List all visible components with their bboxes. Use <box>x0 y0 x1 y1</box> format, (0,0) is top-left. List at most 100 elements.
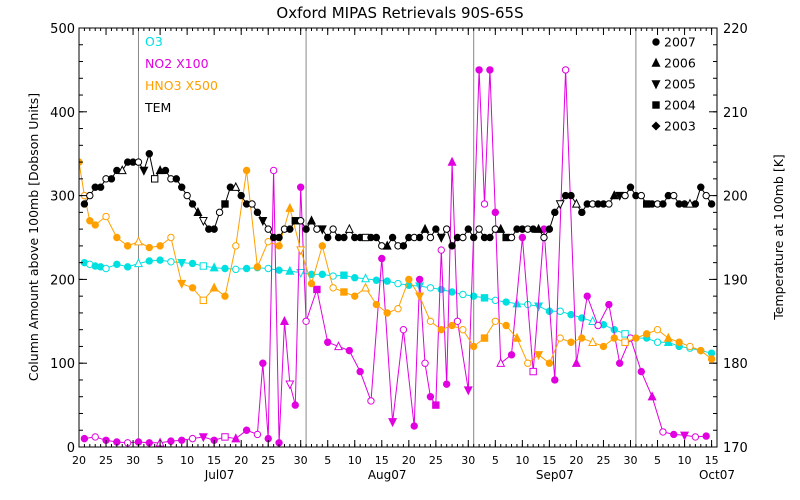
data-point <box>588 336 598 346</box>
data-point <box>351 274 359 282</box>
data-point <box>691 433 700 441</box>
data-point <box>621 330 629 338</box>
legend-year-label: 2007 <box>664 35 696 50</box>
axes: 0 100 200 300 400 500 170 180 190 200 210 220 20 25 30… <box>50 22 748 482</box>
data-point <box>361 273 371 283</box>
data-point <box>372 233 381 242</box>
data-point <box>605 200 613 208</box>
data-point <box>448 288 456 296</box>
data-point <box>534 223 544 233</box>
data-point <box>133 258 143 268</box>
data-point <box>410 422 418 430</box>
data-point <box>555 200 565 210</box>
data-point <box>609 190 619 200</box>
data-point <box>383 277 391 285</box>
y-tick-label-right: 200 <box>723 190 748 205</box>
data-point <box>285 380 295 390</box>
data-point <box>697 183 705 191</box>
x-tick-label: 30 <box>461 454 475 467</box>
data-point <box>659 428 667 436</box>
data-point <box>167 437 175 445</box>
data-point <box>134 158 143 166</box>
y-tick-label-left: 0 <box>67 441 75 456</box>
data-point <box>453 317 462 325</box>
data-point <box>583 292 591 300</box>
data-point <box>680 431 690 441</box>
data-point <box>540 233 548 242</box>
series-layer <box>79 66 716 447</box>
data-point <box>448 321 456 330</box>
data-point <box>172 175 181 183</box>
data-point <box>388 233 397 242</box>
data-point <box>437 325 445 334</box>
x-tick-label: 5 <box>324 454 331 467</box>
data-point <box>394 279 402 288</box>
data-point <box>496 223 506 233</box>
data-point <box>183 191 191 200</box>
data-point <box>318 242 327 250</box>
x-tick-label: 20 <box>72 454 86 467</box>
data-point <box>80 434 89 443</box>
data-point <box>356 367 364 376</box>
data-point <box>96 183 105 191</box>
data-point <box>378 254 386 263</box>
legend-marker <box>652 101 660 109</box>
x-month-label: Jul07 <box>204 468 235 482</box>
data-point <box>232 242 240 250</box>
data-point <box>113 233 121 242</box>
data-point <box>361 282 371 292</box>
x-tick-label: 25 <box>99 454 113 467</box>
data-point <box>594 321 602 330</box>
data-point <box>551 208 559 217</box>
data-point <box>221 200 229 208</box>
data-point <box>469 292 478 300</box>
data-point <box>588 315 598 325</box>
data-point <box>340 233 348 242</box>
series-hno3-x500 <box>79 158 716 367</box>
data-point <box>231 433 241 443</box>
data-point <box>399 242 408 250</box>
data-point <box>567 338 575 346</box>
data-point <box>571 198 581 208</box>
series-line <box>83 151 713 248</box>
legend-year-label: 2006 <box>664 56 696 71</box>
data-point <box>459 290 467 299</box>
data-point <box>177 279 187 289</box>
x-tick-label: 10 <box>348 454 362 467</box>
data-point <box>556 307 564 315</box>
y-tick-label-left: 200 <box>50 273 75 288</box>
y-tick-label-left: 100 <box>50 357 75 372</box>
data-point <box>469 233 478 242</box>
data-point <box>626 183 635 191</box>
data-point <box>480 334 489 342</box>
x-tick-label: 10 <box>678 454 692 467</box>
data-point <box>707 200 716 208</box>
data-point <box>80 200 89 208</box>
data-point <box>221 433 229 441</box>
data-point <box>193 207 203 217</box>
data-point <box>258 217 268 227</box>
data-point <box>464 225 472 233</box>
data-point <box>534 351 544 361</box>
data-point <box>253 430 262 439</box>
data-point <box>415 292 425 302</box>
data-point <box>367 397 375 405</box>
data-point <box>296 183 305 191</box>
data-point <box>209 262 219 272</box>
data-point <box>210 225 218 233</box>
legend-year-label: 2005 <box>664 77 696 92</box>
data-point <box>605 300 613 309</box>
x-tick-label: 25 <box>261 454 275 467</box>
data-point <box>123 242 132 250</box>
data-point <box>545 359 554 367</box>
legend-marker <box>652 38 660 46</box>
data-point <box>113 260 121 269</box>
data-point <box>551 376 559 384</box>
data-point <box>237 191 245 200</box>
x-tick-label: 10 <box>180 454 194 467</box>
data-point <box>275 242 283 250</box>
data-point <box>442 225 451 233</box>
data-point <box>345 346 354 355</box>
data-point <box>475 225 483 233</box>
data-point <box>198 433 208 443</box>
